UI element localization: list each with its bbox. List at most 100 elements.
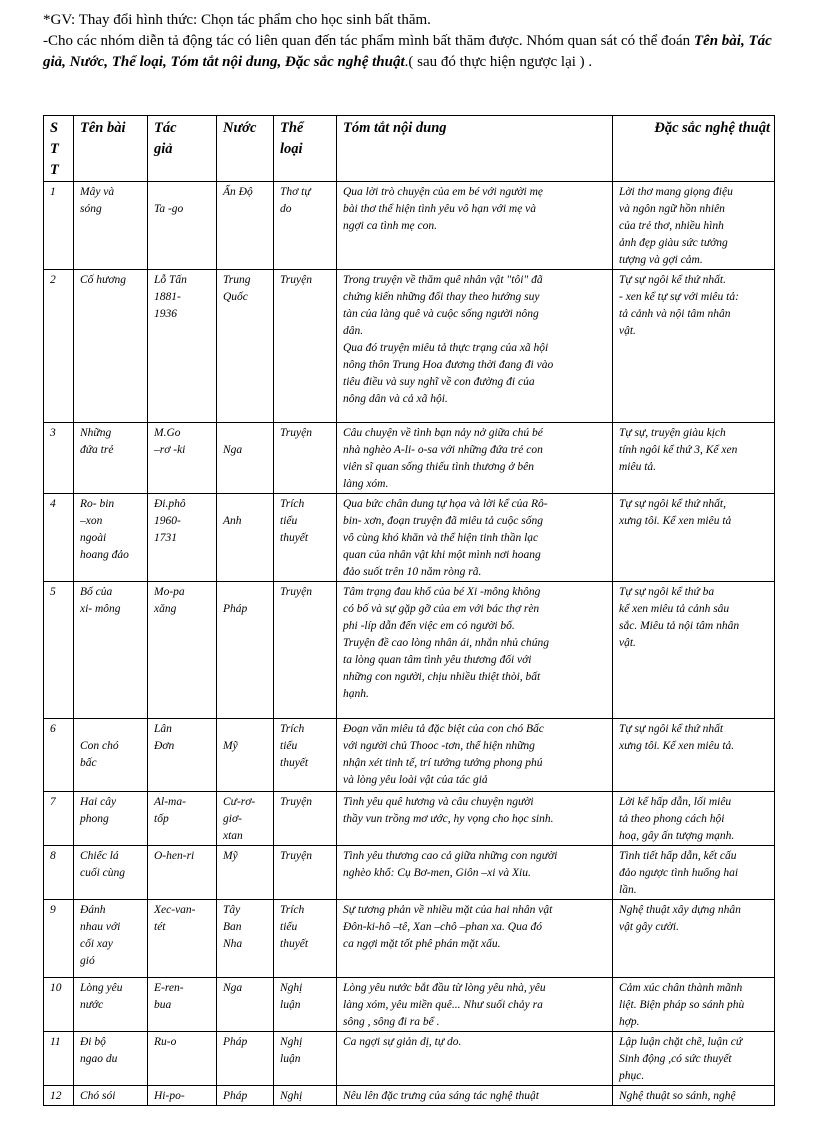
cell-the-loai: Truyện [273, 269, 337, 423]
cell-stt: 2 [43, 269, 74, 423]
cell-tom-tat: Tình yêu quê hương và câu chuyện người t… [336, 791, 613, 846]
cell-tac-gia: Ru-o [147, 1031, 217, 1086]
cell-dac-sac: Nghệ thuật xây dựng nhân vật gây cười. [612, 899, 775, 978]
cell-nuoc: Tây Ban Nha [216, 899, 274, 978]
header-tac-gia: Tác giả [147, 115, 217, 182]
cell-tom-tat: Tình yêu thương cao cả giữa những con ng… [336, 845, 613, 900]
cell-the-loai: Thơ tự do [273, 181, 337, 270]
cell-ten-bai: Con chó bấc [73, 718, 148, 792]
cell-ten-bai: Mây và sóng [73, 181, 148, 270]
cell-ten-bai: Đánh nhau với cối xay gió [73, 899, 148, 978]
cell-stt: 7 [43, 791, 74, 846]
table-row: 3 Những đứa trẻ M.Go –rơ -ki Nga Truyện … [43, 422, 775, 494]
table-row: 4 Ro- bin –xon ngoài hoang đảo Đi.phô 19… [43, 493, 775, 582]
cell-nuoc: Nga [216, 422, 274, 494]
cell-stt: 11 [43, 1031, 74, 1086]
cell-nuoc: Nga [216, 977, 274, 1032]
literature-table: S T T Tên bài Tác giả Nước Thể loại Tóm tắt n… [43, 115, 775, 1106]
cell-ten-bai: Chiếc lá cuối cùng [73, 845, 148, 900]
cell-tom-tat: Nêu lên đặc trưng của sáng tác nghệ thuậ… [336, 1085, 613, 1106]
cell-stt: 6 [43, 718, 74, 792]
cell-tac-gia: Mo-pa xăng [147, 581, 217, 719]
table-header-row: S T T Tên bài Tác giả Nước Thể loại Tóm tắt n… [43, 115, 775, 182]
header-nuoc: Nước [216, 115, 274, 182]
table-row: 1 Mây và sóng Ta -go Ấn Độ Thơ tự do Qua lờ… [43, 181, 775, 270]
cell-stt: 4 [43, 493, 74, 582]
header-the-loai: Thể loại [273, 115, 337, 182]
cell-the-loai: Trích tiểu thuyết [273, 718, 337, 792]
cell-nuoc: Pháp [216, 1031, 274, 1086]
table-row: 2 Cố hương Lỗ Tấn 1881- 1936 Trung Quốc T… [43, 269, 775, 423]
intro-text-bold: Tên bài, Tác giả, Nước, Thể loại, Tóm tắ… [43, 33, 772, 70]
cell-stt: 10 [43, 977, 74, 1032]
cell-dac-sac: Lời thơ mang giọng điệu và ngôn ngữ hồn … [612, 181, 775, 270]
cell-tom-tat: Lòng yêu nước bắt đầu từ lòng yêu nhà, y… [336, 977, 613, 1032]
cell-dac-sac: Tự sự ngôi kể thứ ba kể xen miêu tả cảnh… [612, 581, 775, 719]
cell-nuoc: Trung Quốc [216, 269, 274, 423]
cell-the-loai: Truyện [273, 422, 337, 494]
cell-stt: 9 [43, 899, 74, 978]
cell-the-loai: Truyện [273, 581, 337, 719]
cell-ten-bai: Lòng yêu nước [73, 977, 148, 1032]
cell-stt: 3 [43, 422, 74, 494]
intro-line-2: -Cho các nhóm diễn tả động tác có liên q… [43, 31, 783, 73]
cell-nuoc: Anh [216, 493, 274, 582]
cell-dac-sac: Nghệ thuật so sánh, nghệ [612, 1085, 775, 1106]
cell-dac-sac: Lập luận chặt chẽ, luận cứ Sinh động ,có… [612, 1031, 775, 1086]
cell-dac-sac: Lời kể hấp dẫn, lối miêu tả theo phong c… [612, 791, 775, 846]
cell-nuoc: Mỹ [216, 845, 274, 900]
table-row: 10 Lòng yêu nước E-ren- bua Nga Nghị luận Lòn… [43, 977, 775, 1032]
cell-tac-gia: M.Go –rơ -ki [147, 422, 217, 494]
cell-ten-bai: Những đứa trẻ [73, 422, 148, 494]
cell-ten-bai: Ro- bin –xon ngoài hoang đảo [73, 493, 148, 582]
cell-nuoc: Ấn Độ [216, 181, 274, 270]
cell-dac-sac: Tình tiết hấp dẫn, kết cấu đảo ngược tìn… [612, 845, 775, 900]
cell-nuoc: Mỹ [216, 718, 274, 792]
table-row: 8 Chiếc lá cuối cùng O-hen-ri Mỹ Truyện Tình … [43, 845, 775, 900]
table-row: 11 Đi bộ ngao du Ru-o Pháp Nghị luận Ca ngợi … [43, 1031, 775, 1086]
cell-tac-gia: Xec-van- tét [147, 899, 217, 978]
cell-dac-sac: Tự sự ngôi kể thứ nhất xưng tôi. Kể xen … [612, 718, 775, 792]
cell-tom-tat: Ca ngợi sự giản dị, tự do. [336, 1031, 613, 1086]
cell-tac-gia: Đi.phô 1960- 1731 [147, 493, 217, 582]
cell-the-loai: Truyện [273, 791, 337, 846]
cell-tac-gia: Lỗ Tấn 1881- 1936 [147, 269, 217, 423]
cell-ten-bai: Đi bộ ngao du [73, 1031, 148, 1086]
cell-tom-tat: Trong truyện về thăm quê nhân vật "tôi" … [336, 269, 613, 423]
table-row: 7 Hai cây phong Al-ma- tốp Cư-rơ- giơ- xtan… [43, 791, 775, 846]
cell-tac-gia: Al-ma- tốp [147, 791, 217, 846]
cell-tac-gia: Hi-po- [147, 1085, 217, 1106]
intro-text: *GV: Thay đổi hình thức: Chọn tác phẩm c… [43, 10, 783, 73]
header-dac-sac: Đặc sắc nghệ thuật [612, 115, 775, 182]
cell-the-loai: Nghị luận [273, 1031, 337, 1086]
cell-the-loai: Truyện [273, 845, 337, 900]
cell-tom-tat: Qua lời trò chuyện của em bé với người m… [336, 181, 613, 270]
header-tom-tat: Tóm tắt nội dung [336, 115, 613, 182]
cell-tac-gia: O-hen-ri [147, 845, 217, 900]
cell-tac-gia: Lân Đơn [147, 718, 217, 792]
cell-tac-gia: E-ren- bua [147, 977, 217, 1032]
intro-text-pre: -Cho các nhóm diễn tả động tác có liên q… [43, 33, 694, 49]
cell-ten-bai: Chó sói [73, 1085, 148, 1106]
cell-dac-sac: Cảm xúc chân thành mãnh liệt. Biện pháp … [612, 977, 775, 1032]
cell-dac-sac: Tự sự, truyện giàu kịch tính ngôi kể thứ… [612, 422, 775, 494]
cell-stt: 8 [43, 845, 74, 900]
cell-ten-bai: Cố hương [73, 269, 148, 423]
intro-line-1: *GV: Thay đổi hình thức: Chọn tác phẩm c… [43, 12, 431, 28]
cell-tom-tat: Tâm trạng đau khổ của bé Xi -mông không … [336, 581, 613, 719]
cell-nuoc: Cư-rơ- giơ- xtan [216, 791, 274, 846]
cell-tom-tat: Sự tương phản về nhiều mặt của hai nhân … [336, 899, 613, 978]
table-row: 6 Con chó bấc Lân Đơn Mỹ Trích tiểu thuy… [43, 718, 775, 792]
cell-the-loai: Nghị [273, 1085, 337, 1106]
cell-nuoc: Pháp [216, 581, 274, 719]
cell-the-loai: Trích tiểu thuyết [273, 899, 337, 978]
cell-tom-tat: Câu chuyện về tình bạn nảy nở giữa chú b… [336, 422, 613, 494]
cell-the-loai: Nghị luận [273, 977, 337, 1032]
table-row: 5 Bố của xi- mông Mo-pa xăng Pháp Truyện … [43, 581, 775, 719]
cell-tom-tat: Qua bức chân dung tự họa và lời kể của R… [336, 493, 613, 582]
cell-tom-tat: Đoạn văn miêu tả đặc biệt của con chó Bấ… [336, 718, 613, 792]
intro-text-post: .( sau đó thực hiện ngược lại ) . [404, 54, 593, 70]
cell-dac-sac: Tự sự ngôi kể thứ nhất. - xen kể tự sự v… [612, 269, 775, 423]
cell-dac-sac: Tự sự ngôi kể thứ nhất, xưng tôi. Kể xen… [612, 493, 775, 582]
header-stt: S T T [43, 115, 74, 182]
